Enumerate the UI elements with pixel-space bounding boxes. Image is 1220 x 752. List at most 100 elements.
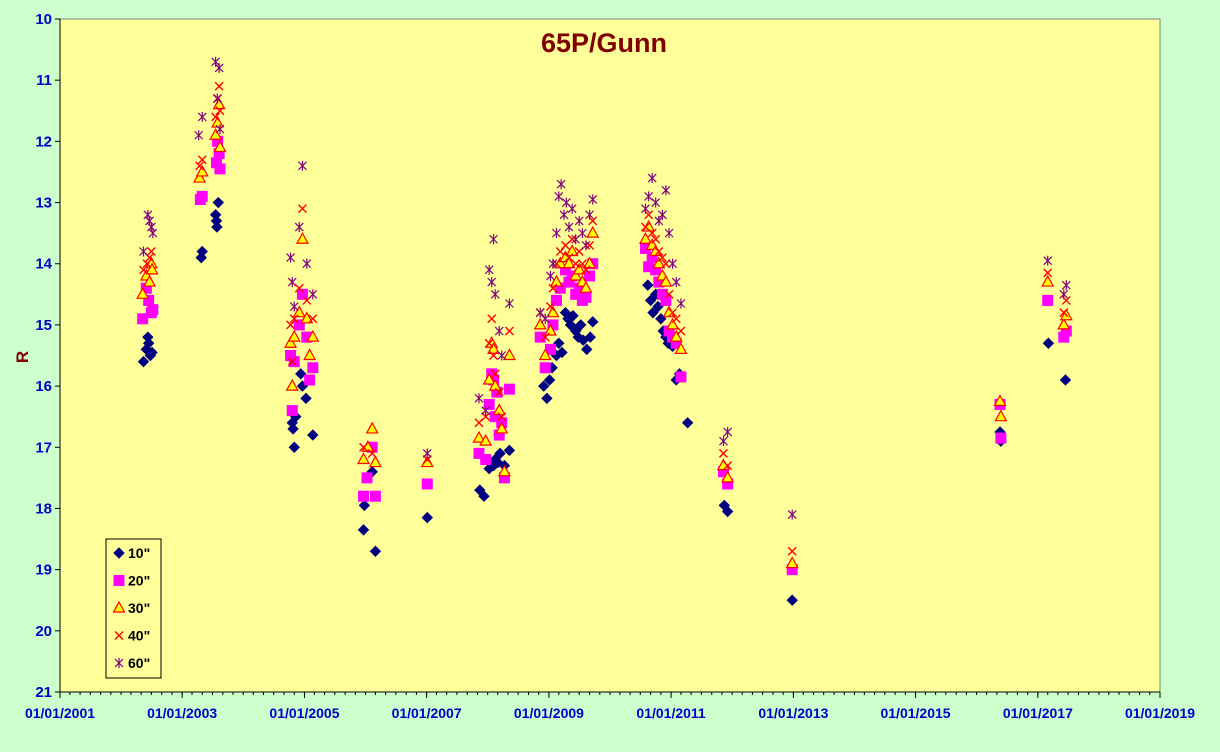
data-point <box>286 405 298 417</box>
data-point <box>671 314 681 324</box>
x-tick-label: 01/01/2013 <box>758 705 828 721</box>
data-point <box>571 259 581 269</box>
chart-title: 65P/Gunn <box>541 28 667 58</box>
data-point <box>143 274 157 287</box>
data-point <box>197 111 207 122</box>
legend-label: 60" <box>128 655 150 671</box>
data-point <box>487 277 497 288</box>
data-point <box>671 277 681 288</box>
data-point <box>215 106 225 116</box>
data-point <box>583 256 597 269</box>
data-point <box>357 524 370 536</box>
data-point <box>565 244 579 257</box>
data-point <box>365 421 379 434</box>
data-point <box>574 215 584 226</box>
data-point <box>657 253 667 263</box>
data-point <box>292 305 306 318</box>
data-point <box>479 433 493 446</box>
y-axis-label: R <box>13 351 32 363</box>
y-tick-label: 21 <box>35 684 52 701</box>
legend-label: 40" <box>128 628 150 644</box>
data-point <box>1059 308 1069 318</box>
y-tick-label: 10 <box>35 11 52 28</box>
data-point <box>287 423 299 435</box>
data-point <box>647 306 659 319</box>
data-point <box>647 228 657 238</box>
data-point <box>719 436 728 447</box>
data-point <box>588 194 598 205</box>
data-point <box>214 62 224 73</box>
data-point <box>147 304 159 316</box>
data-point <box>300 311 314 324</box>
data-point <box>307 362 319 374</box>
data-point <box>572 262 586 275</box>
data-point <box>551 259 561 269</box>
data-point <box>359 442 369 452</box>
data-point <box>304 374 316 386</box>
data-point <box>546 270 555 281</box>
data-point <box>1041 274 1055 287</box>
data-point <box>300 392 312 405</box>
data-point <box>584 270 596 282</box>
data-point <box>676 298 686 309</box>
data-point <box>490 289 500 300</box>
data-point <box>668 258 678 269</box>
legend-label: 30" <box>128 600 150 616</box>
data-point <box>674 342 688 354</box>
data-point <box>587 316 599 328</box>
data-point <box>212 196 224 209</box>
data-point <box>546 305 560 318</box>
y-tick-label: 13 <box>35 195 52 212</box>
data-point <box>994 409 1008 422</box>
data-point <box>358 499 371 512</box>
x-tick-label: 01/01/2011 <box>636 705 706 721</box>
data-point <box>554 191 564 202</box>
legend-label: 10" <box>128 545 150 561</box>
data-point <box>296 288 308 300</box>
y-tick-label: 11 <box>36 72 52 89</box>
data-point <box>285 378 299 391</box>
data-point <box>483 398 495 410</box>
data-point <box>504 326 514 336</box>
data-point <box>297 204 307 214</box>
data-point <box>669 329 683 342</box>
data-point <box>545 302 555 312</box>
legend-marker <box>114 658 124 668</box>
data-point <box>1057 317 1071 330</box>
data-point <box>580 291 592 303</box>
data-point <box>145 262 159 275</box>
data-point <box>421 478 433 490</box>
data-point <box>495 421 509 434</box>
data-point <box>1042 337 1055 349</box>
data-point <box>552 228 561 239</box>
x-tick-label: 01/01/2009 <box>514 705 584 721</box>
data-point <box>211 112 221 122</box>
data-point <box>489 351 499 360</box>
data-point <box>549 274 563 287</box>
data-point <box>361 472 373 484</box>
x-tick-label: 01/01/2003 <box>147 705 217 721</box>
data-point <box>488 378 502 391</box>
data-point <box>787 546 797 556</box>
legend: 10" 20" 30" 40" 60" <box>105 538 162 679</box>
data-points <box>136 56 1073 606</box>
data-point <box>497 350 507 361</box>
legend-marker <box>113 575 125 586</box>
data-point <box>295 368 307 380</box>
y-tick-label: 12 <box>35 133 52 150</box>
data-point <box>642 279 654 291</box>
data-point <box>289 301 299 312</box>
data-point <box>543 323 557 336</box>
data-point <box>494 387 504 397</box>
data-point <box>294 283 304 293</box>
data-point <box>543 374 556 386</box>
data-point <box>478 490 490 502</box>
data-point <box>195 164 209 177</box>
data-point <box>287 277 297 288</box>
data-point <box>357 452 371 465</box>
data-point <box>539 362 551 374</box>
data-point <box>298 160 307 171</box>
data-point <box>196 245 208 258</box>
data-point <box>484 338 494 348</box>
